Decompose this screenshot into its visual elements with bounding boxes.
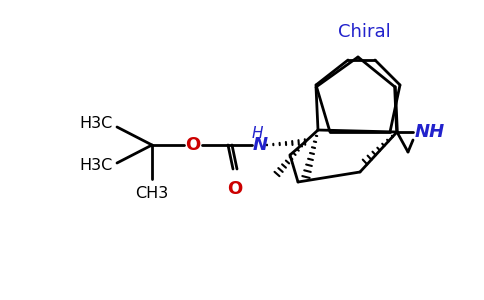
- Text: CH3: CH3: [136, 186, 168, 201]
- Text: O: O: [185, 136, 201, 154]
- Text: Chiral: Chiral: [338, 23, 391, 41]
- Text: N: N: [253, 136, 268, 154]
- Text: H3C: H3C: [80, 158, 113, 173]
- Text: O: O: [227, 180, 242, 198]
- Text: H3C: H3C: [80, 116, 113, 131]
- Text: NH: NH: [415, 123, 445, 141]
- Text: H: H: [251, 127, 263, 142]
